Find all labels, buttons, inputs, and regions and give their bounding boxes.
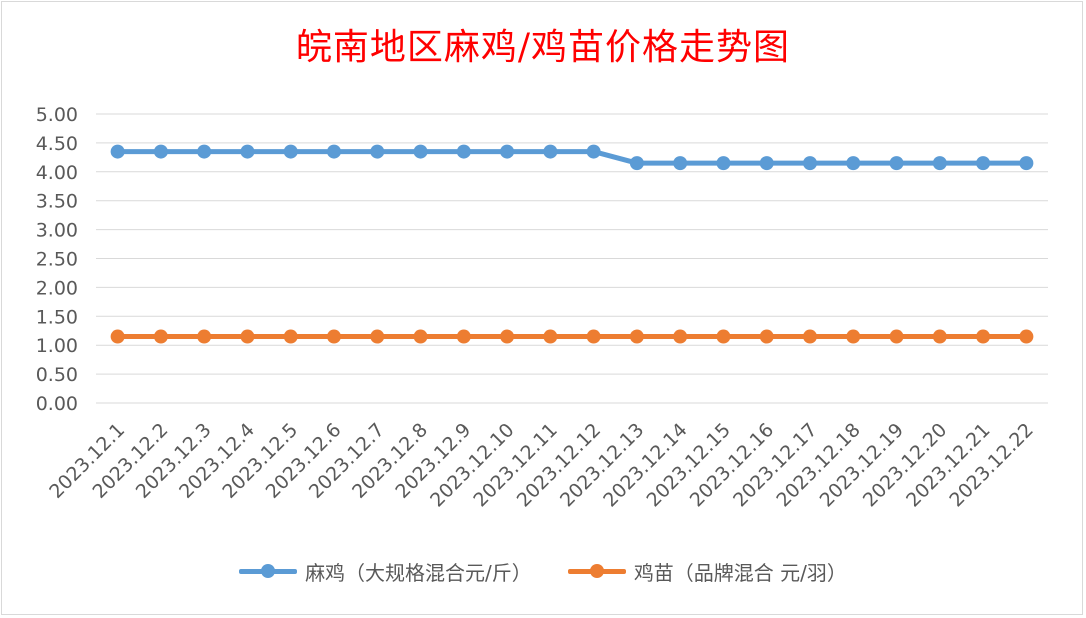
data-point — [153, 144, 168, 159]
data-point — [500, 144, 515, 159]
y-tick-label: 3.00 — [36, 220, 78, 242]
series-line-1 — [115, 149, 1029, 166]
data-point — [673, 156, 688, 171]
data-point — [976, 156, 991, 171]
y-tick-label: 4.00 — [36, 162, 78, 184]
data-point — [889, 329, 904, 344]
data-point — [197, 144, 212, 159]
legend: 麻鸡（大规格混合元/斤） 鸡苗（品牌混合 元/羽） — [0, 556, 1086, 586]
data-point — [889, 156, 904, 171]
data-point — [110, 144, 125, 159]
data-point — [586, 329, 601, 344]
data-point — [932, 156, 947, 171]
data-point — [283, 144, 298, 159]
legend-label-series-2: 鸡苗（品牌混合 元/羽） — [633, 560, 847, 585]
data-point — [759, 329, 774, 344]
data-point — [110, 329, 125, 344]
data-point — [846, 156, 861, 171]
data-point — [500, 329, 515, 344]
data-point — [629, 156, 644, 171]
data-point — [456, 144, 471, 159]
data-point — [846, 329, 861, 344]
y-tick-label: 1.00 — [36, 335, 78, 357]
y-tick-label: 4.50 — [36, 133, 78, 155]
y-tick-label: 2.50 — [36, 249, 78, 271]
data-point — [716, 156, 731, 171]
y-tick-label: 0.00 — [36, 393, 78, 415]
y-tick-label: 2.00 — [36, 277, 78, 299]
legend-label-series-1: 麻鸡（大规格混合元/斤） — [305, 560, 532, 585]
legend-item-series-1: 麻鸡（大规格混合元/斤） — [239, 557, 532, 586]
data-point — [803, 329, 817, 344]
data-point — [803, 156, 817, 171]
data-point — [413, 144, 428, 159]
y-tick-label: 3.50 — [36, 191, 78, 213]
chart-title: 皖南地区麻鸡/鸡苗价格走势图 — [295, 27, 791, 68]
data-point — [240, 329, 255, 344]
data-point — [370, 144, 385, 159]
legend-swatch-series-2 — [567, 561, 626, 581]
y-tick-label: 0.50 — [36, 364, 78, 386]
data-point — [327, 329, 341, 344]
data-point — [932, 329, 947, 344]
data-point — [716, 329, 731, 344]
legend-swatch-series-1 — [239, 561, 298, 581]
data-point — [976, 329, 991, 344]
data-point — [586, 144, 601, 159]
data-point — [759, 156, 774, 171]
legend-item-series-2: 鸡苗（品牌混合 元/羽） — [567, 557, 847, 586]
data-point — [413, 329, 428, 344]
data-point — [370, 329, 385, 344]
y-tick-label: 5.00 — [36, 104, 78, 126]
y-tick-label: 1.50 — [36, 306, 78, 328]
data-point — [673, 329, 688, 344]
data-point — [629, 329, 644, 344]
data-point — [240, 144, 255, 159]
data-point — [543, 329, 558, 344]
data-point — [1019, 156, 1034, 171]
data-point — [283, 329, 298, 344]
data-point — [456, 329, 471, 344]
data-point — [1019, 329, 1034, 344]
data-point — [153, 329, 168, 344]
data-point — [197, 329, 212, 344]
data-point — [543, 144, 558, 159]
data-point — [327, 144, 341, 159]
